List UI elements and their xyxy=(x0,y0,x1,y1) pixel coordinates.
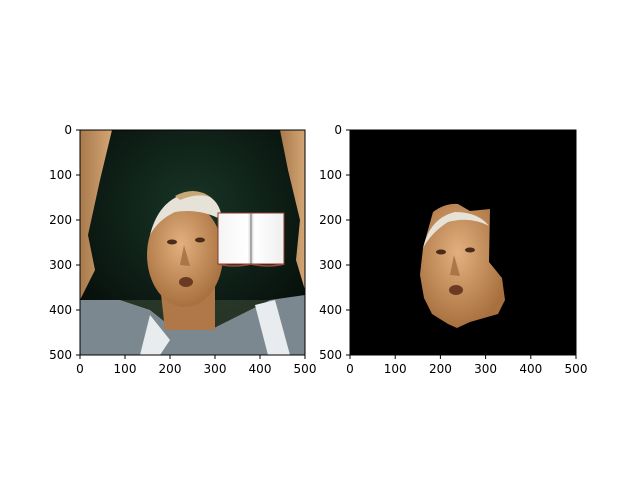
x-tick-label: 400 xyxy=(519,362,542,376)
y-tick-label: 400 xyxy=(319,303,342,317)
mask-image xyxy=(350,130,576,355)
axes-frame xyxy=(79,129,306,356)
x-tick-label: 300 xyxy=(204,362,227,376)
y-tick-label: 500 xyxy=(319,348,342,362)
y-tick-label: 400 xyxy=(49,303,72,317)
x-tick-label: 500 xyxy=(294,362,317,376)
y-tick-label: 500 xyxy=(49,348,72,362)
axes-left: 0 100 200 300 400 500 0 100 200 300 400 500 xyxy=(49,123,316,376)
x-tick-label: 400 xyxy=(249,362,272,376)
image-panel-mask xyxy=(349,129,577,356)
x-tick-label: 100 xyxy=(384,362,407,376)
image-panel-photo xyxy=(79,129,306,356)
x-tick-label: 200 xyxy=(429,362,452,376)
axes-right: 0 100 200 300 400 500 0 100 200 300 400 500 xyxy=(319,123,587,376)
y-tick-label: 100 xyxy=(319,168,342,182)
y-tick-label: 200 xyxy=(319,213,342,227)
axes-frame xyxy=(349,129,577,356)
x-tick-label: 100 xyxy=(114,362,137,376)
x-tick-label: 0 xyxy=(76,362,84,376)
y-tick-label: 300 xyxy=(319,258,342,272)
y-tick-label: 300 xyxy=(49,258,72,272)
x-tick-label: 0 xyxy=(346,362,354,376)
x-tick-label: 500 xyxy=(565,362,588,376)
y-tick-label: 200 xyxy=(49,213,72,227)
book-icon xyxy=(217,212,285,267)
x-tick-label: 300 xyxy=(474,362,497,376)
y-tick-label: 100 xyxy=(49,168,72,182)
x-tick-label: 200 xyxy=(159,362,182,376)
y-tick-label: 0 xyxy=(334,123,342,137)
photo-image xyxy=(80,130,305,355)
y-tick-label: 0 xyxy=(64,123,72,137)
